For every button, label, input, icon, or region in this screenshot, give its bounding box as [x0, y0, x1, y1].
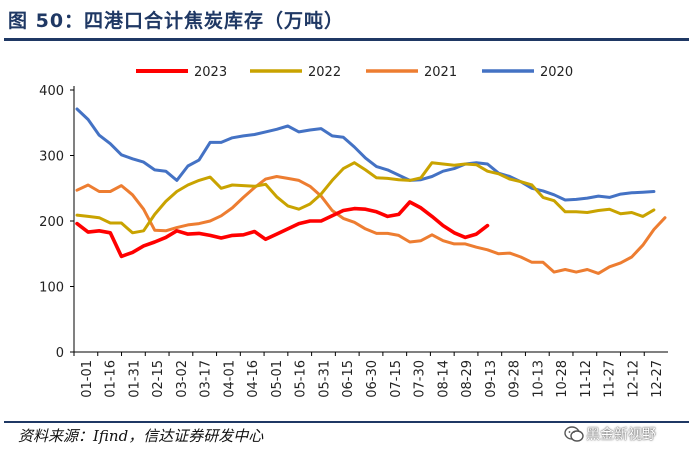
- legend: 2023 2022 2021 2020: [136, 65, 573, 80]
- x-tick-label: 01-01: [80, 360, 95, 398]
- x-tick-label: 03-17: [199, 360, 214, 398]
- watermark-text: 黑金新视野: [586, 427, 656, 443]
- legend-label-2023: 2023: [194, 65, 227, 80]
- watermark: 黑金新视野: [560, 420, 690, 448]
- legend-label-2020: 2020: [540, 65, 573, 80]
- x-tick-label: 12-12: [626, 360, 641, 398]
- x-tick-label: 03-02: [175, 360, 190, 398]
- x-tick-label: 08-29: [460, 360, 475, 398]
- x-tick-label: 09-28: [508, 360, 523, 398]
- x-tick-label: 06-15: [341, 360, 356, 398]
- legend-label-2021: 2021: [424, 65, 457, 80]
- y-tick-label: 100: [39, 281, 64, 296]
- x-tick-label: 01-31: [127, 360, 142, 398]
- series-line-2023: [75, 200, 490, 259]
- series-line-2020: [75, 107, 656, 202]
- coke-inventory-line-chart: 2023 2022 2021 2020 0 100 200 300 400 01-01 01-1…: [39, 65, 668, 398]
- x-tick-label: 02-15: [151, 360, 166, 398]
- x-tick-label: 11-12: [579, 360, 594, 398]
- x-axis: 01-01 01-16 01-31 02-15 03-02 03-17 04-01 04-16…: [73, 351, 668, 398]
- y-tick-label: 300: [39, 150, 64, 165]
- x-tick-label: 01-16: [104, 360, 119, 398]
- x-tick-label: 09-13: [484, 360, 499, 398]
- series-line-2021: [75, 175, 667, 275]
- bottom-rule: [4, 421, 689, 423]
- x-tick-label: 05-16: [294, 360, 309, 398]
- x-tick-label: 05-31: [317, 360, 332, 398]
- y-tick-label: 0: [56, 346, 64, 361]
- x-tick-label: 11-27: [603, 360, 618, 398]
- chart-title: 图 50：四港口合计焦炭库存（万吨）: [8, 10, 345, 32]
- x-tick-label: 10-13: [531, 360, 546, 398]
- x-tick-label: 07-15: [389, 360, 404, 398]
- series-line-2022: [75, 161, 656, 235]
- x-tick-label: 10-28: [555, 360, 570, 398]
- x-tick-label: 08-14: [436, 360, 451, 398]
- title-bar: 图 50：四港口合计焦炭库存（万吨）: [4, 4, 689, 34]
- y-axis: 0 100 200 300 400: [39, 84, 75, 361]
- x-tick-label: 06-30: [365, 360, 380, 398]
- x-tick-label: 07-30: [413, 360, 428, 398]
- x-tick-label: 05-01: [270, 360, 285, 398]
- source-note: 资料来源：Ifind，信达证券研发中心: [18, 427, 264, 445]
- x-tick-label: 04-16: [246, 360, 261, 398]
- x-tick-label: 12-27: [650, 360, 665, 398]
- x-tick-label: 04-01: [222, 360, 237, 398]
- wechat-icon: [564, 426, 584, 442]
- legend-label-2022: 2022: [308, 65, 341, 80]
- y-tick-label: 400: [39, 84, 64, 99]
- y-tick-label: 200: [39, 215, 64, 230]
- title-rule: [4, 38, 689, 41]
- plot-area: [75, 107, 667, 275]
